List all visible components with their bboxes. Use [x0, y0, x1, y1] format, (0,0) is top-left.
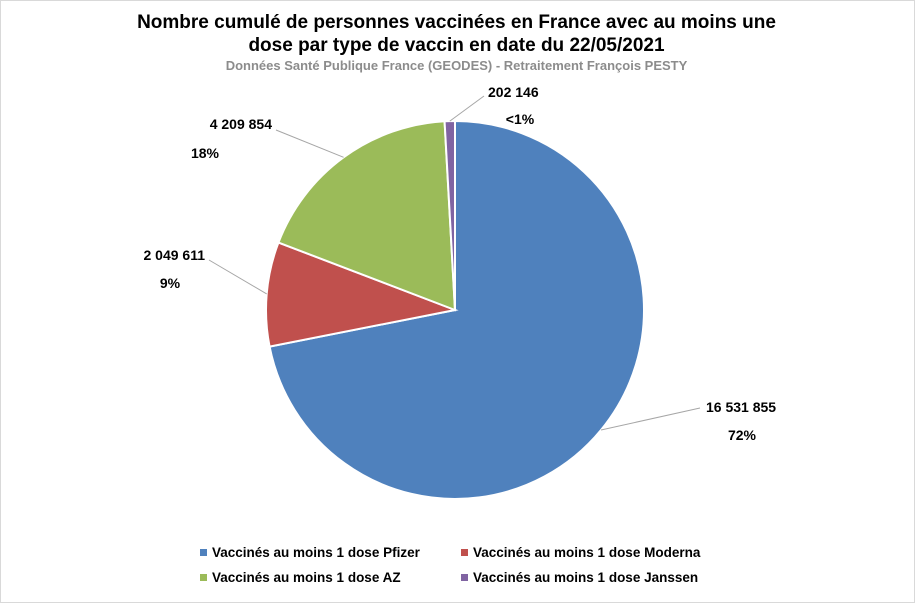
chart-title-line-2: dose par type de vaccin en date du 22/05…	[248, 35, 665, 56]
legend-label-1: Vaccinés au moins 1 dose Pfizer	[212, 545, 420, 560]
legend-label-3: Vaccinés au moins 1 dose AZ	[212, 570, 401, 585]
chart-subtitle: Données Santé Publique France (GEODES) -…	[225, 58, 688, 73]
pie-slice-2	[265, 241, 459, 348]
legend-swatch-3	[200, 574, 207, 581]
legend-item-4: Vaccinés au moins 1 dose Janssen	[461, 570, 698, 585]
legend-item-2: Vaccinés au moins 1 dose Moderna	[461, 545, 700, 560]
legend-swatch-1	[200, 549, 207, 556]
data-label-percent-2: 9%	[160, 275, 181, 291]
legend-swatch-4	[461, 574, 468, 581]
data-label-percent-4: <1%	[506, 111, 535, 127]
data-label-percent-3: 18%	[191, 145, 220, 161]
leader-line-3	[275, 129, 344, 158]
legend-swatch-2	[461, 549, 468, 556]
data-label-value-3: 4 209 854	[210, 116, 272, 132]
data-label-value-1: 16 531 855	[706, 399, 776, 415]
legend-item-3: Vaccinés au moins 1 dose AZ	[200, 570, 401, 585]
leader-line-2	[208, 259, 267, 295]
data-label-value-2: 2 049 611	[143, 247, 205, 263]
leader-line-1	[600, 407, 701, 431]
leader-line-4	[449, 95, 485, 122]
pie-slice-3	[277, 120, 457, 312]
data-label-value-4: 202 146	[488, 84, 539, 100]
legend-label-4: Vaccinés au moins 1 dose Janssen	[473, 570, 699, 585]
legend-label-2: Vaccinés au moins 1 dose Moderna	[473, 545, 701, 560]
chart-title-line-1: Nombre cumulé de personnes vaccinées en …	[137, 12, 776, 33]
legend-item-1: Vaccinés au moins 1 dose Pfizer	[200, 545, 420, 560]
data-label-percent-1: 72%	[728, 427, 757, 443]
